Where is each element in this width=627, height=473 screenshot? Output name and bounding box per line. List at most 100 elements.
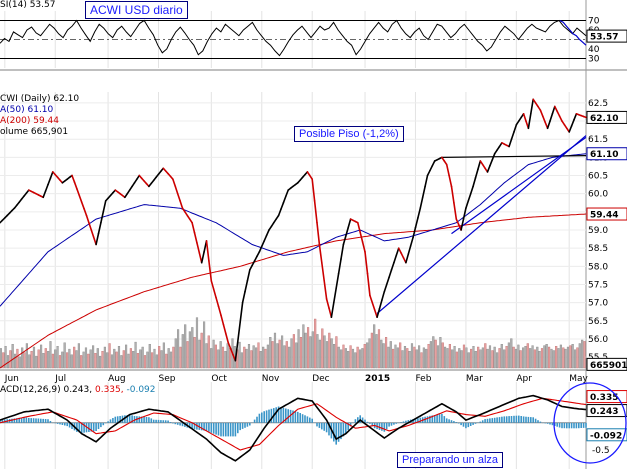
volume-bar [373, 325, 375, 368]
macd-hist-bar [386, 423, 388, 429]
macd-hist-bar [170, 422, 172, 423]
volume-bar [388, 347, 390, 368]
volume-bar [21, 348, 23, 368]
macd-hist-bar [139, 416, 141, 422]
price-header-ma50: A(50) 61.10 [0, 105, 53, 115]
macd-hist-bar [254, 420, 256, 423]
volume-bar [574, 350, 576, 368]
price-segment [43, 191, 45, 197]
macd-hist-bar [295, 411, 297, 423]
macd-hist-bar [470, 423, 472, 426]
volume-bar [347, 351, 349, 368]
macd-hist-bar [100, 423, 102, 427]
volume-bar [510, 339, 512, 368]
macd-hist-bar [444, 416, 446, 423]
volume-bar [191, 327, 193, 368]
macd-hist-bar [299, 413, 301, 423]
macd-hist-bar [316, 423, 318, 427]
macd-hist-bar [302, 414, 304, 423]
volume-bar [456, 352, 458, 368]
volume-bar [123, 351, 125, 369]
macd-hist-bar [201, 423, 203, 431]
volume-bar [177, 330, 179, 369]
macd-hist-bar [564, 423, 566, 428]
volume-bar [194, 337, 196, 368]
volume-bar [147, 352, 149, 368]
macd-hist-bar [384, 423, 386, 432]
volume-bar [546, 344, 548, 368]
price-x-tick-label: Mar [466, 374, 483, 384]
volume-bar [336, 337, 338, 369]
volume-bar [104, 347, 106, 368]
price-header-symbol: CWI (Daily) 62.10 [0, 94, 79, 104]
posible-piso-box: Posible Piso (-1,2%) [294, 126, 404, 142]
macd-hist-bar [532, 417, 534, 422]
volume-bar [454, 346, 456, 368]
macd-hist-bar [244, 423, 246, 428]
price-segment [240, 303, 242, 322]
volume-bar [494, 347, 496, 368]
price-y-tick-label: 61.5 [588, 135, 608, 145]
macd-hist-bar [143, 417, 145, 423]
volume-bar [274, 333, 276, 368]
macd-hist-bar [280, 407, 282, 423]
volume-bar [421, 353, 423, 368]
volume-bar [57, 346, 59, 368]
macd-tag-label: -0.092 [590, 431, 622, 441]
volume-bar [324, 336, 326, 368]
price-segment [428, 171, 430, 176]
price-segment [283, 196, 285, 202]
volume-bar [61, 352, 63, 368]
volume-bar [64, 343, 66, 368]
price-segment [524, 114, 526, 121]
price-segment [322, 263, 324, 281]
volume-bar [447, 348, 449, 368]
volume-bar [584, 341, 586, 368]
price-segment [449, 176, 451, 187]
volume-bar [350, 346, 352, 368]
volume-bar [506, 346, 508, 368]
rsi-y-tick-label: 40 [588, 45, 600, 55]
macd-hist-bar [453, 421, 455, 423]
price-segment [548, 121, 550, 128]
macd-hist-bar [50, 421, 52, 423]
macd-hist-bar [225, 423, 227, 437]
macd-hist-bar [54, 423, 56, 424]
macd-hist-bar [28, 418, 30, 423]
macd-hist-bar [235, 423, 237, 437]
volume-bar [66, 353, 68, 368]
macd-hist-bar [206, 423, 208, 431]
macd-hist-bar [393, 423, 395, 425]
volume-bar [92, 346, 94, 368]
price-segment [476, 170, 478, 178]
volume-bar [354, 353, 356, 368]
price-segment [175, 186, 177, 193]
volume-bar [291, 339, 293, 368]
macd-hist-bar [45, 419, 47, 423]
macd-hist-bar [297, 412, 299, 423]
volume-bar [76, 351, 78, 369]
macd-hist-bar [287, 409, 289, 423]
macd-hist-bar [66, 423, 68, 426]
price-y-tick-label: 56.0 [588, 335, 608, 345]
volume-bar [173, 347, 175, 368]
volume-bar [451, 350, 453, 368]
macd-hist-bar [396, 423, 398, 424]
macd-hist-bar [556, 423, 558, 427]
volume-bar [371, 333, 373, 368]
volume-bars [0, 318, 585, 368]
volume-bar [38, 350, 40, 368]
volume-bar [284, 346, 286, 368]
price-segment [430, 166, 432, 171]
price-segment [195, 233, 197, 243]
volume-bar [24, 353, 26, 368]
macd-hist-bar [304, 415, 306, 423]
volume-bar [418, 346, 420, 368]
macd-hist-bar [175, 423, 177, 424]
volume-bar [525, 346, 527, 368]
macd-hist-bar [163, 420, 165, 423]
price-segment [103, 201, 105, 212]
volume-bar [33, 347, 35, 368]
macd-hist-bar [259, 414, 261, 423]
macd-hist-bar [388, 423, 390, 427]
